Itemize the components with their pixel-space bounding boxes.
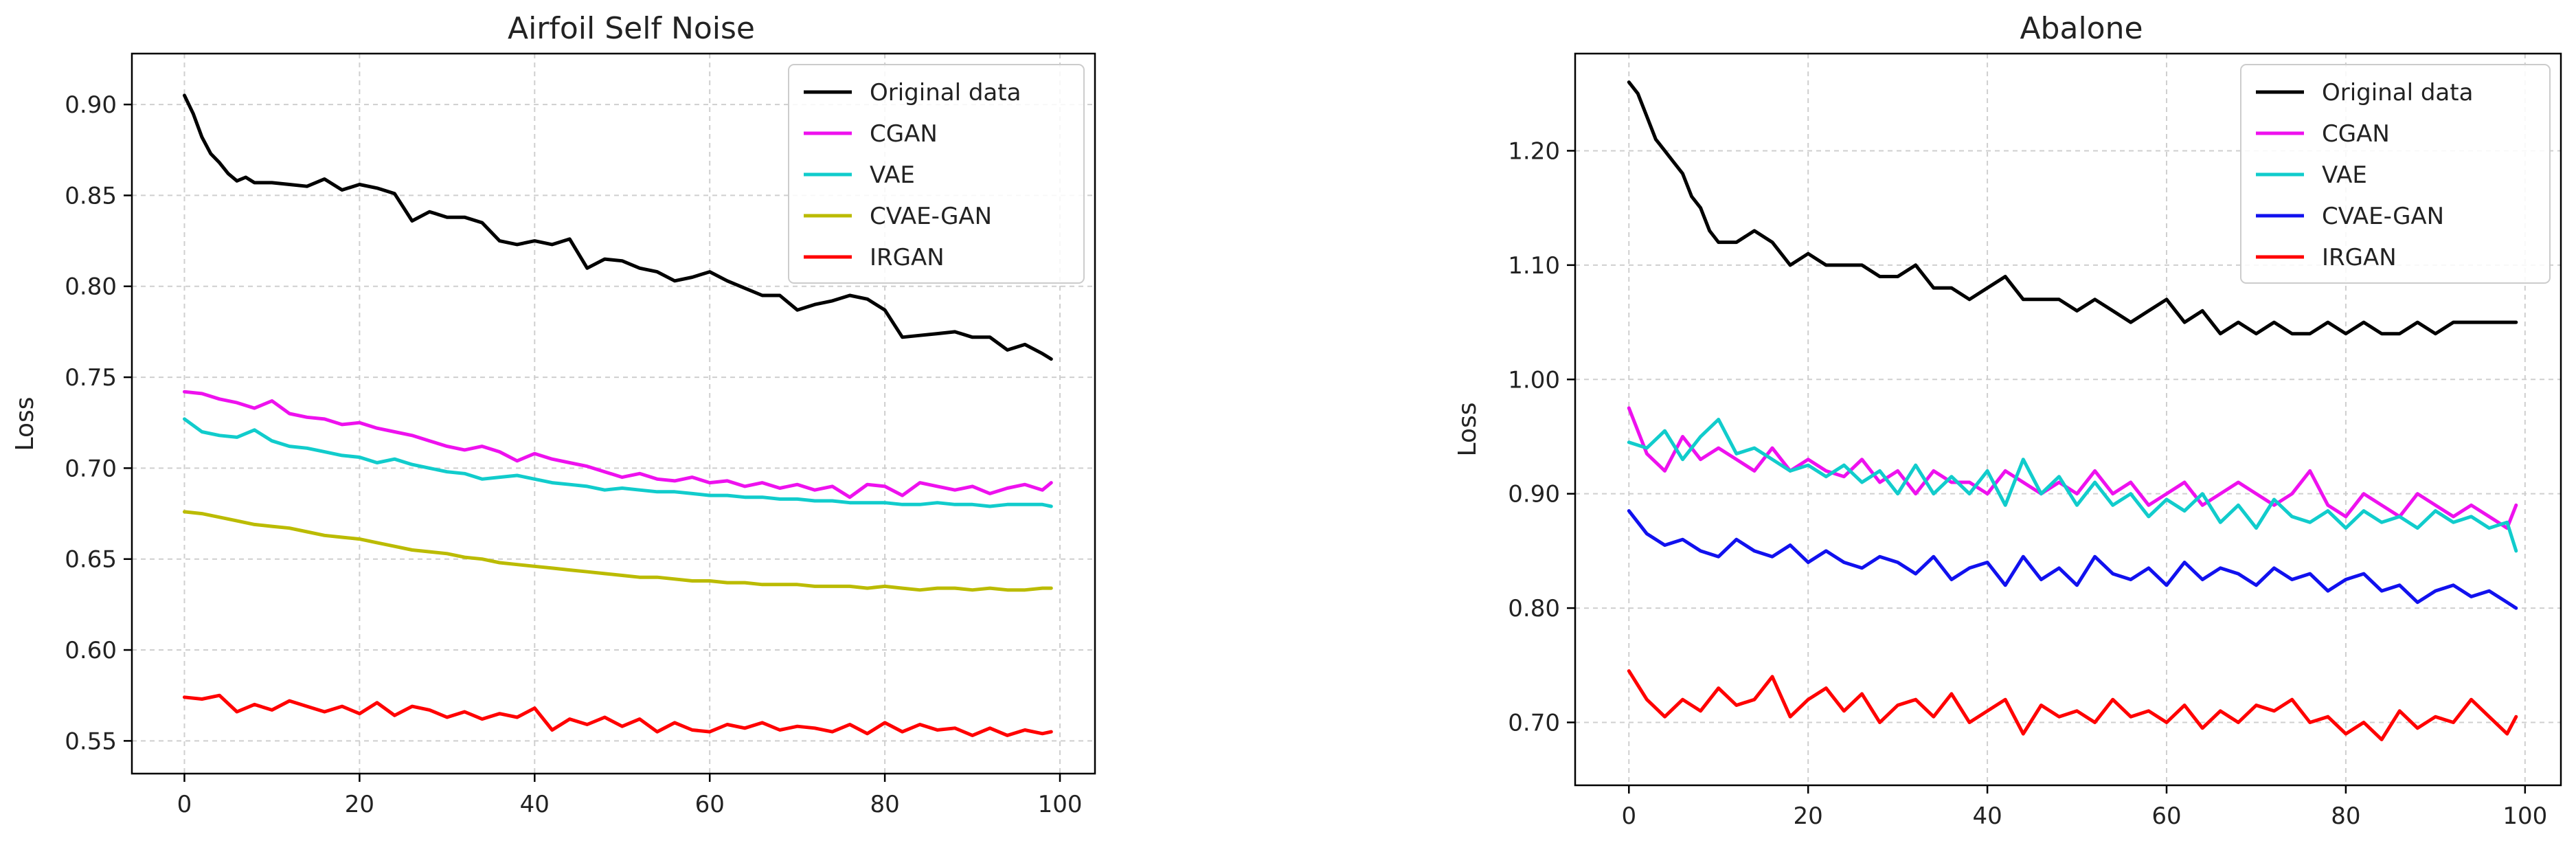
chart-title: Airfoil Self Noise — [508, 11, 755, 46]
x-tick-label: 0 — [177, 791, 192, 818]
y-tick-label: 0.75 — [65, 364, 117, 392]
legend-entry: VAE — [2322, 161, 2367, 189]
legend-entry: Original data — [2322, 79, 2473, 106]
y-tick-label: 0.65 — [65, 546, 117, 574]
series-layer — [1627, 80, 2518, 741]
legend-box — [2240, 64, 2551, 284]
x-tick-label: 100 — [2502, 802, 2547, 830]
x-tick-label: 60 — [2151, 802, 2181, 830]
series-line-original-data — [183, 93, 1053, 361]
y-tick-label: 0.90 — [1508, 481, 1560, 508]
y-axis-label: Loss — [11, 397, 39, 451]
legend-entry: IRGAN — [2322, 244, 2397, 271]
y-tick-label: 0.80 — [1508, 595, 1560, 622]
series-line-original-data — [1627, 80, 2518, 336]
x-tick-label: 40 — [520, 791, 550, 818]
x-tick-label: 20 — [345, 791, 374, 818]
legend-entry: Original data — [870, 79, 1021, 106]
series-layer — [183, 93, 1053, 737]
x-tick-label: 40 — [1972, 802, 2002, 830]
series-line-vae — [183, 417, 1053, 508]
x-tick-label: 80 — [870, 791, 899, 818]
chart-title: Abalone — [2020, 11, 2143, 46]
legend: Original data CGAN VAE CVAE-GAN IRGAN — [2240, 64, 2551, 284]
series-line-irgan — [1627, 669, 2518, 741]
series-line-cvae-gan — [1627, 509, 2518, 610]
chart-airfoil-self-noise: Airfoil Self Noise Loss 0 20 40 60 80 100 0.55… — [11, 11, 1096, 818]
y-tick-label: 0.90 — [65, 91, 117, 119]
y-tick-label: 1.10 — [1508, 252, 1560, 280]
plot-frame — [131, 52, 1096, 775]
legend: Original data CGAN VAE CVAE-GAN IRGAN — [788, 64, 1085, 284]
y-tick-label: 0.70 — [65, 455, 117, 482]
series-line-cgan — [1627, 406, 2518, 530]
legend-entry: CVAE-GAN — [2322, 203, 2444, 230]
legend-entry: CVAE-GAN — [870, 203, 992, 230]
y-tick-label: 0.80 — [65, 273, 117, 301]
x-tick-label: 0 — [1621, 802, 1636, 830]
grid-layer — [1575, 54, 2561, 785]
y-tick-label: 1.00 — [1508, 366, 1560, 394]
legend-entry: CGAN — [2322, 120, 2390, 148]
legend-entry: IRGAN — [870, 244, 945, 271]
axes-layer: 0 20 40 60 80 100 0.55 0.60 0.65 0.70 0.75 0.80 0.85… — [65, 52, 1096, 818]
legend-box — [788, 64, 1085, 284]
chart-abalone: Abalone Loss 0 20 40 60 80 100 0.70 0.80 0.90 1.0… — [1454, 11, 2562, 830]
y-tick-label: 0.85 — [65, 182, 117, 210]
y-tick-label: 0.70 — [1508, 709, 1560, 737]
series-line-cgan — [183, 390, 1053, 499]
x-tick-label: 80 — [2331, 802, 2360, 830]
plot-frame — [1574, 52, 2562, 787]
series-line-irgan — [183, 693, 1053, 737]
y-tick-label: 0.55 — [65, 728, 117, 755]
y-tick-label: 0.60 — [65, 637, 117, 664]
y-axis-label: Loss — [1454, 403, 1482, 457]
x-tick-label: 20 — [1794, 802, 1823, 830]
series-line-cvae-gan — [183, 510, 1053, 592]
axes-layer: 0 20 40 60 80 100 0.70 0.80 0.90 1.00 1.10 1.20 — [1508, 52, 2562, 830]
legend-entry: CGAN — [870, 120, 938, 148]
x-tick-label: 100 — [1038, 791, 1083, 818]
series-line-vae — [1627, 418, 2518, 553]
legend-entry: VAE — [870, 161, 915, 189]
x-tick-label: 60 — [695, 791, 725, 818]
y-tick-label: 1.20 — [1508, 137, 1560, 165]
